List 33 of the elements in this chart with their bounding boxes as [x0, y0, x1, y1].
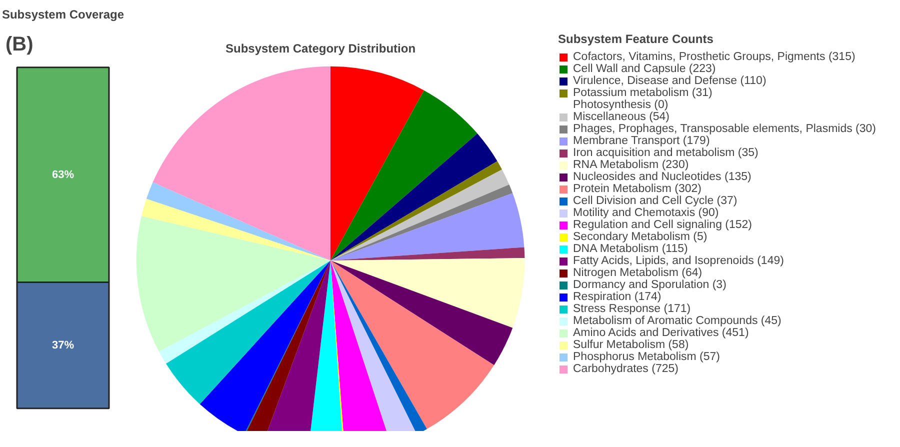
legend-label: Cofactors, Vitamins, Prosthetic Groups, Pigments (315) [573, 50, 856, 63]
legend-label: Amino Acids and Derivatives (451) [573, 326, 749, 339]
legend-title: Subsystem Feature Counts [558, 32, 714, 46]
legend-label: Regulation and Cell signaling (152) [573, 218, 752, 231]
legend-label: RNA Metabolism (230) [573, 158, 689, 171]
legend-label: Sulfur Metabolism (58) [573, 338, 689, 351]
legend-label: Iron acquisition and metabolism (35) [573, 146, 758, 159]
legend-label: Phosphorus Metabolism (57) [573, 350, 720, 363]
legend-label: DNA Metabolism (115) [573, 242, 688, 255]
data-label: 63% [52, 168, 74, 181]
legend-label: Potassium metabolism (31) [573, 86, 712, 99]
legend-label: Metabolism of Aromatic Compounds (45) [573, 314, 782, 327]
data-label: 37% [52, 339, 74, 352]
chart-title: Subsystem Category Distribution [226, 42, 416, 56]
legend-label: Miscellaneous (54) [573, 110, 670, 123]
legend-label: Cell Wall and Capsule (223) [573, 62, 716, 75]
legend-label: Membrane Transport (179) [573, 134, 710, 147]
legend-label: Dormancy and Sporulation (3) [573, 278, 726, 291]
legend-label: Fatty Acids, Lipids, and Isoprenoids (149) [573, 254, 784, 267]
legend-label: Protein Metabolism (302) [573, 182, 702, 195]
legend-label: Carbohydrates (725) [573, 362, 678, 375]
legend-label: Motility and Chemotaxis (90) [573, 206, 719, 219]
legend-label: Cell Division and Cell Cycle (37) [573, 194, 738, 207]
legend-label: Virulence, Disease and Defense (110) [573, 74, 766, 87]
text: (B) [6, 34, 34, 56]
legend-label: Nucleosides and Nucleotides (135) [573, 170, 752, 183]
legend-label: Nitrogen Metabolism (64) [573, 266, 702, 279]
legend-label: Phages, Prophages, Transposable elements, Plasmids (30) [573, 122, 876, 135]
legend-label: Secondary Metabolism (5) [573, 230, 708, 243]
legend-label: Stress Response (171) [573, 302, 691, 315]
legend-label: Respiration (174) [573, 290, 662, 303]
chart-title: Subsystem Coverage [2, 8, 124, 22]
category-label: Photosynthesis (0) [573, 98, 668, 111]
